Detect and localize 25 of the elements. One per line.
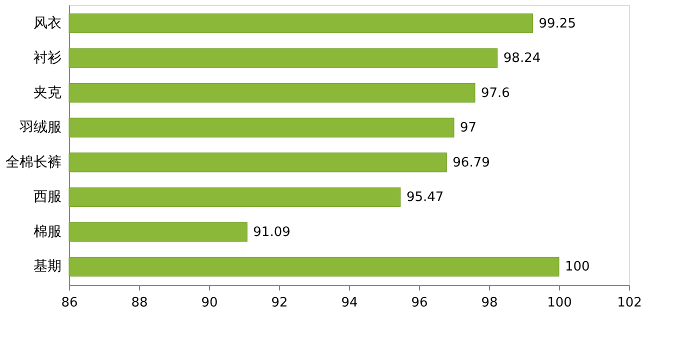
x-tick-label: 86 <box>61 296 78 310</box>
data-label: 97 <box>460 120 477 136</box>
x-tick-label: 90 <box>201 296 218 310</box>
data-label: 98.24 <box>503 51 541 66</box>
x-tick-label: 100 <box>547 296 572 310</box>
y-tick-label: 夹克 <box>34 84 62 101</box>
data-label: 100 <box>565 260 590 275</box>
y-tick-label: 风衣 <box>34 15 62 32</box>
x-tick-label: 88 <box>131 296 148 310</box>
x-tick-label: 102 <box>617 296 642 310</box>
x-tick-label: 98 <box>481 296 498 310</box>
data-label: 97.6 <box>481 86 510 101</box>
x-tick-label: 94 <box>341 296 358 310</box>
y-tick-label: 基期 <box>34 258 62 275</box>
y-tick-label: 羽绒服 <box>18 120 62 136</box>
data-label: 96.79 <box>452 155 490 170</box>
data-label: 91.09 <box>253 224 290 240</box>
data-label: 99.25 <box>538 16 576 32</box>
y-tick-label: 衬衫 <box>34 50 62 66</box>
x-tick-label: 96 <box>411 296 428 310</box>
y-tick-label: 全棉长裤 <box>6 154 62 170</box>
y-tick-label: 西服 <box>34 189 62 206</box>
data-label: 95.47 <box>406 190 444 206</box>
x-tick-label: 92 <box>271 296 288 310</box>
y-tick-label: 棉服 <box>34 224 62 240</box>
